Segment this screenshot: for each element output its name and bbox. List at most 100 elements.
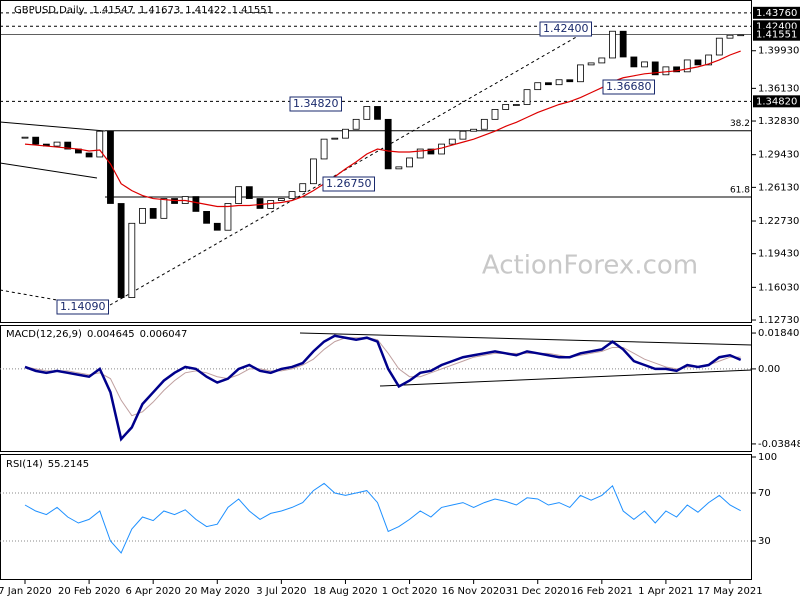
candle: [107, 130, 114, 204]
candle: [224, 203, 232, 231]
y-tick-label: -0.038483: [758, 439, 800, 450]
candle: [53, 141, 61, 147]
last-price-label: 1.41551: [756, 30, 797, 41]
candle: [737, 34, 745, 37]
candle: [502, 104, 510, 110]
fib-label: 38.2: [730, 119, 750, 129]
annotation: 1.34820: [289, 96, 342, 112]
watermark: ActionForex.com: [482, 251, 698, 281]
y-tick-label: 70: [758, 488, 771, 499]
candle: [342, 128, 349, 139]
candle: [245, 186, 253, 199]
candle: [310, 158, 317, 185]
candle: [641, 61, 648, 68]
candle: [160, 198, 168, 219]
candle: [21, 136, 29, 139]
series-line: [24, 337, 741, 417]
candle: [96, 130, 104, 158]
annotation-label: 1.42400: [543, 22, 589, 35]
candle: [374, 106, 381, 120]
quote: 1.41673: [139, 5, 180, 16]
candle: [416, 148, 424, 159]
candle: [715, 37, 723, 56]
y-tick-label: 100: [758, 452, 777, 463]
trend-line: [0, 121, 106, 132]
candle: [256, 198, 264, 209]
annotation: 1.42400: [539, 21, 592, 37]
quote: 1.41422: [185, 5, 226, 16]
annotation-box: [539, 21, 592, 37]
annotation-box: [322, 176, 375, 192]
trend-line: [299, 332, 753, 346]
level-label: 1.34820: [756, 96, 797, 107]
candle: [64, 141, 72, 150]
candle: [149, 208, 157, 219]
candle: [320, 138, 328, 160]
annotation-label: 1.14090: [60, 300, 106, 313]
candle: [523, 89, 531, 105]
x-tick-label: 17 May 2021: [697, 586, 762, 597]
candle: [192, 196, 200, 212]
candle: [587, 62, 595, 66]
candle: [545, 82, 552, 86]
candle: [651, 61, 659, 76]
y-tick-label: 1.26130: [758, 182, 799, 193]
candle: [299, 183, 307, 193]
quote: 1.41547: [93, 5, 134, 16]
x-tick-label: 3 Jul 2020: [256, 586, 306, 597]
candle: [555, 79, 563, 86]
candle: [491, 109, 499, 120]
fib-label: 61.8: [730, 186, 750, 196]
annotation-box: [56, 299, 109, 315]
candle: [609, 30, 616, 59]
candle: [203, 211, 210, 224]
y-tick-label: 1.29430: [758, 150, 799, 161]
y-tick-label: 1.19430: [758, 249, 799, 260]
y-tick-label: 0.00: [758, 364, 780, 375]
candle: [566, 79, 574, 83]
quote: 1.41551: [232, 5, 273, 16]
candle: [619, 30, 627, 58]
x-tick-label: 18 Aug 2020: [313, 586, 377, 597]
candle: [726, 34, 734, 39]
last-price-bg: [753, 28, 800, 41]
candle: [577, 64, 584, 83]
candle: [406, 157, 413, 168]
annotation-label: 1.34820: [293, 97, 339, 110]
price-panel: [0, 0, 752, 323]
candle: [117, 203, 125, 298]
rsi-panel: [0, 454, 752, 580]
candle: [267, 200, 275, 209]
candle: [331, 137, 339, 140]
candle: [480, 118, 488, 130]
panel-title: RSI(14): [6, 459, 43, 470]
candle: [459, 130, 467, 140]
y-tick-label: 30: [758, 536, 771, 547]
candle: [363, 106, 371, 120]
candle: [139, 208, 146, 224]
candle: [470, 128, 478, 132]
x-tick-label: 20 May 2020: [185, 586, 250, 597]
x-tick-label: 1 Oct 2020: [382, 586, 437, 597]
candle: [427, 148, 435, 155]
candle: [288, 191, 296, 199]
x-tick-label: 20 Feb 2020: [58, 586, 120, 597]
level-label: 1.42400: [756, 21, 797, 32]
annotation: 1.14090: [56, 299, 109, 315]
x-tick-label: 6 Apr 2020: [125, 586, 180, 597]
candle: [705, 54, 713, 66]
trend-line: [0, 162, 98, 179]
trend-line: [0, 289, 58, 301]
candle: [128, 222, 136, 298]
panel-value: 0.004645: [87, 329, 135, 340]
candle: [85, 152, 93, 158]
y-tick-label: 1.12730: [758, 315, 799, 326]
candle: [352, 118, 360, 130]
chart-title: GBPUSD,Daily: [14, 5, 85, 16]
panel-title: MACD(12,26,9): [6, 329, 82, 340]
candle: [673, 66, 680, 73]
x-tick-label: 31 Dec 2020: [506, 586, 570, 597]
y-tick-label: 1.36130: [758, 83, 799, 94]
x-tick-label: 16 Feb 2021: [571, 586, 633, 597]
